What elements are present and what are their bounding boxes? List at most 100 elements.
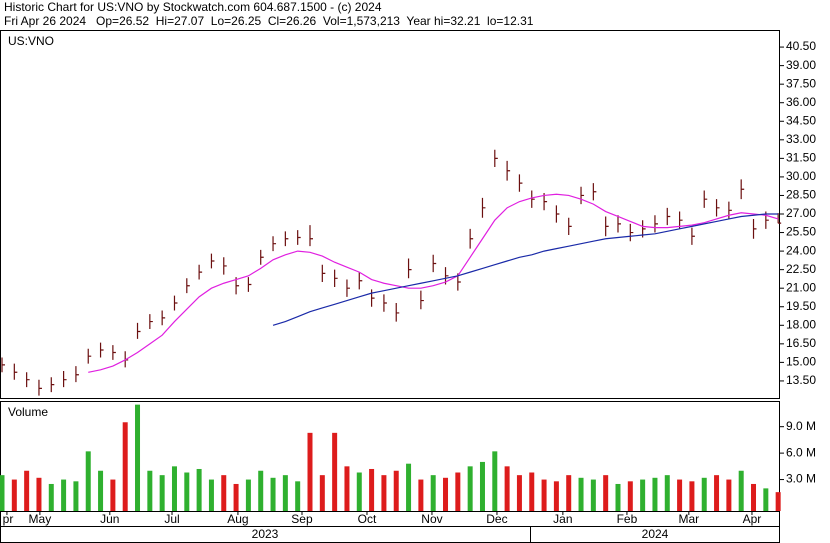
y-tick-label: 16.50 bbox=[786, 336, 816, 350]
volume-bar bbox=[208, 479, 214, 511]
x-tick-label: Jul bbox=[164, 512, 179, 526]
price-bar bbox=[592, 183, 597, 201]
price-bar bbox=[617, 215, 621, 233]
volume-bar bbox=[479, 461, 485, 511]
volume-bar bbox=[221, 475, 227, 511]
volume-bar bbox=[36, 477, 42, 511]
symbol-label: US:VNO bbox=[8, 34, 54, 48]
y-tick-label: 31.50 bbox=[786, 151, 816, 165]
volume-bar bbox=[689, 481, 695, 511]
price-bar bbox=[629, 223, 634, 242]
volume-bar bbox=[233, 483, 239, 511]
volume-bar bbox=[553, 481, 559, 511]
x-tick-label: Oct bbox=[358, 512, 377, 526]
volume-bar bbox=[393, 470, 399, 511]
y-tick-label: 22.50 bbox=[786, 262, 816, 276]
year-label: 2024 bbox=[642, 527, 669, 541]
volume-bar bbox=[603, 475, 609, 511]
price-bar bbox=[26, 372, 30, 388]
volume-bar bbox=[701, 477, 707, 511]
price-bar bbox=[777, 213, 782, 224]
volume-bar bbox=[492, 451, 498, 511]
volume-bar bbox=[406, 463, 412, 511]
price-bar bbox=[703, 190, 708, 208]
volume-bar bbox=[245, 479, 251, 511]
price-bar bbox=[728, 201, 732, 219]
volume-tick-label: 6.0 M bbox=[786, 445, 816, 459]
volume-bar bbox=[714, 475, 720, 511]
x-tick-label: Feb bbox=[617, 512, 638, 526]
volume-bar bbox=[73, 481, 79, 511]
x-tick-label: May bbox=[29, 512, 52, 526]
y-tick-label: 40.50 bbox=[786, 39, 816, 53]
year-label: 2023 bbox=[252, 527, 279, 541]
y-tick-label: 36.00 bbox=[786, 95, 816, 109]
price-bar bbox=[691, 227, 695, 245]
x-tick-label: Mar bbox=[678, 512, 699, 526]
moving-average bbox=[272, 213, 779, 326]
volume-bar bbox=[356, 472, 362, 511]
volume-bar bbox=[332, 432, 338, 511]
y-tick-label: 39.00 bbox=[786, 58, 816, 72]
volume-bar bbox=[590, 479, 596, 511]
price-bar bbox=[112, 345, 116, 360]
y-tick-label: 25.50 bbox=[786, 225, 816, 239]
volume-bar bbox=[578, 477, 584, 511]
volume-bar bbox=[627, 481, 633, 511]
y-tick-label: 37.50 bbox=[786, 76, 816, 90]
price-bar bbox=[136, 322, 141, 339]
price-bar bbox=[321, 264, 326, 283]
price-bar bbox=[506, 160, 511, 181]
volume-bar bbox=[171, 466, 177, 511]
price-bar bbox=[383, 294, 387, 312]
price-bar bbox=[666, 207, 671, 226]
volume-bar bbox=[98, 470, 104, 511]
price-bar bbox=[247, 277, 252, 292]
price-bar bbox=[481, 197, 486, 218]
volume-bar bbox=[418, 479, 424, 511]
price-bar bbox=[407, 258, 412, 279]
y-tick-label: 33.00 bbox=[786, 132, 816, 146]
volume-bar bbox=[110, 479, 116, 511]
price-bar bbox=[75, 366, 79, 383]
price-bar bbox=[568, 217, 572, 236]
volume-bar bbox=[467, 466, 473, 511]
price-bar bbox=[494, 149, 498, 168]
volume-bar bbox=[184, 472, 190, 511]
y-tick-label: 19.50 bbox=[786, 299, 816, 313]
price-bar bbox=[420, 290, 424, 310]
x-tick-label: Sep bbox=[291, 512, 313, 526]
volume-bar bbox=[344, 466, 350, 511]
volume-bar bbox=[295, 481, 301, 511]
volume-bar bbox=[270, 477, 276, 511]
volume-bar bbox=[147, 470, 153, 511]
price-panel bbox=[0, 30, 780, 399]
volume-bar bbox=[0, 475, 5, 511]
volume-bar bbox=[763, 488, 769, 511]
volume-bar bbox=[726, 479, 732, 511]
price-bar bbox=[580, 186, 585, 205]
price-bar bbox=[297, 230, 301, 245]
x-tick-label: Jan bbox=[553, 512, 572, 526]
price-bar bbox=[715, 199, 720, 217]
volume-bar bbox=[369, 468, 375, 511]
y-tick-label: 21.00 bbox=[786, 280, 816, 294]
volume-bar bbox=[516, 475, 522, 511]
volume-bar bbox=[61, 479, 67, 511]
volume-bar bbox=[282, 475, 288, 511]
volume-bar bbox=[566, 475, 572, 511]
price-bar bbox=[358, 272, 363, 290]
volume-bar bbox=[640, 479, 646, 511]
volume-tick-label: 3.0 M bbox=[786, 472, 816, 486]
price-bar bbox=[173, 295, 178, 311]
y-tick-label: 18.00 bbox=[786, 317, 816, 331]
y-tick-label: 27.00 bbox=[786, 206, 816, 220]
x-tick-label: Nov bbox=[421, 512, 442, 526]
price-bar bbox=[186, 278, 190, 294]
volume-bar bbox=[258, 470, 264, 511]
price-bar bbox=[99, 342, 104, 358]
moving-average bbox=[88, 193, 779, 373]
price-bar bbox=[531, 190, 535, 208]
